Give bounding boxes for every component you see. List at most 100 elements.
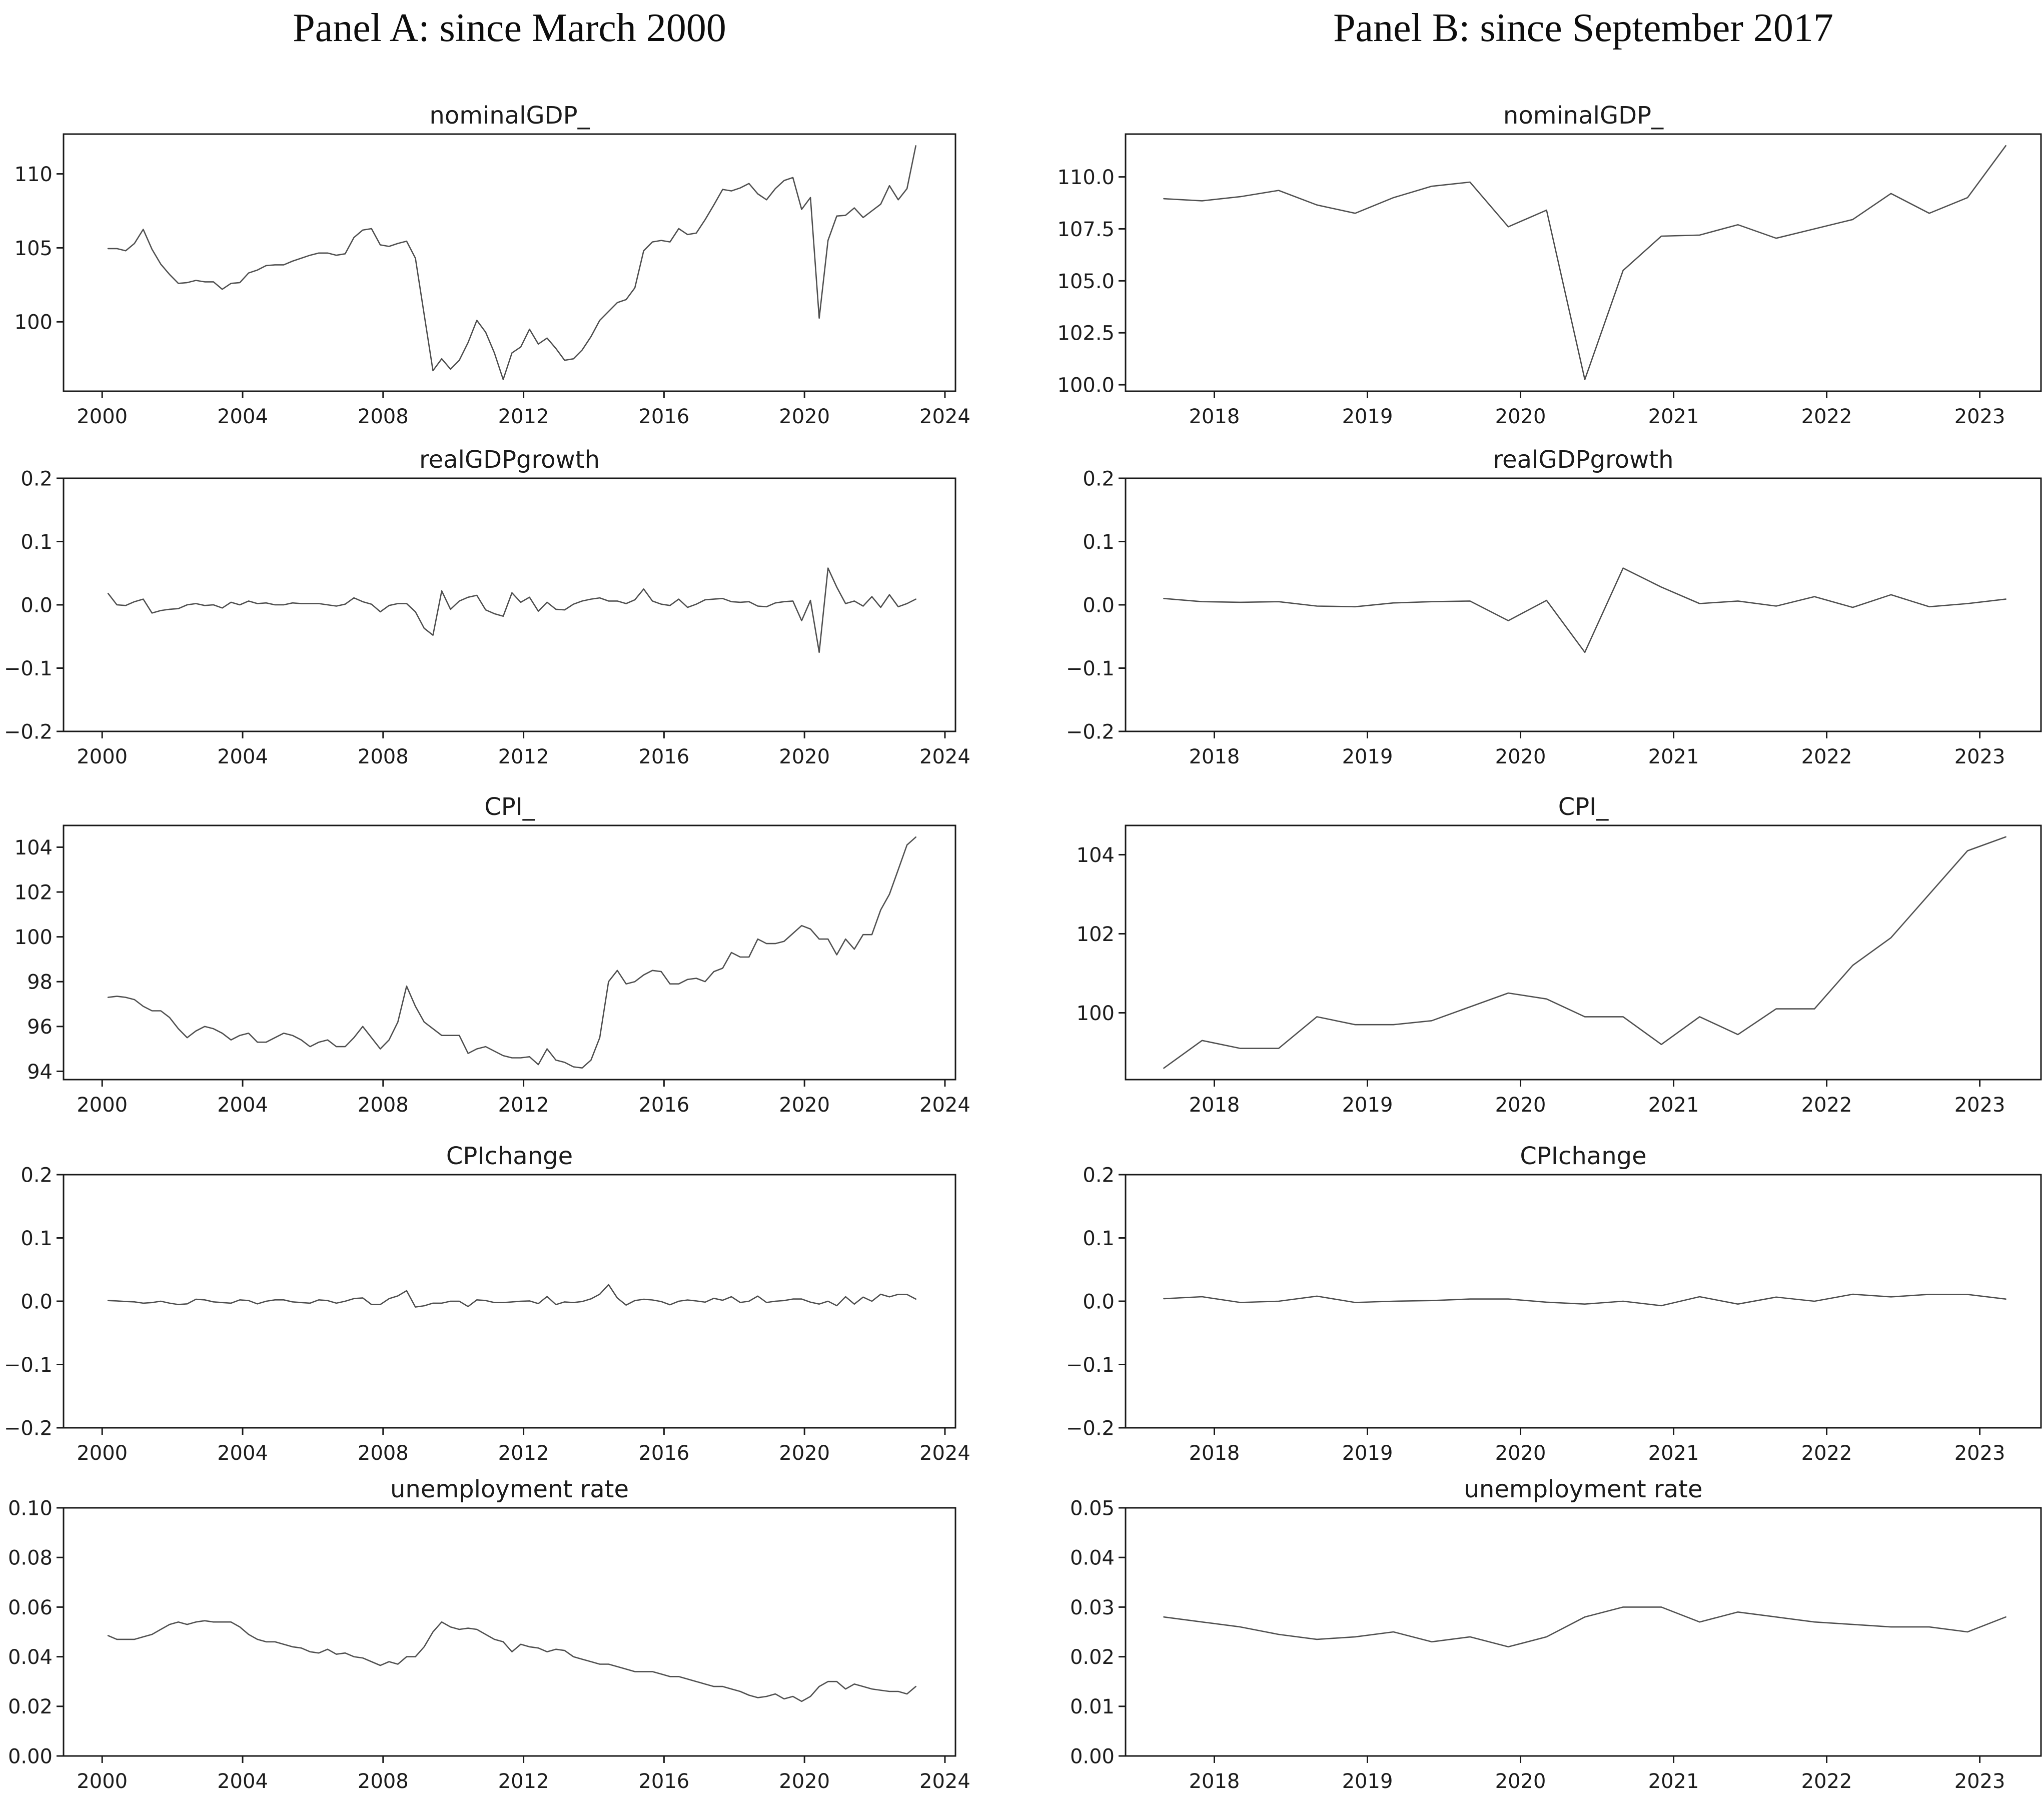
x-tick-label: 2022 xyxy=(1801,1442,1852,1465)
y-tick-label: 0.2 xyxy=(1083,467,1115,490)
y-tick-label: −0.2 xyxy=(1066,720,1115,743)
x-tick-label: 2023 xyxy=(1954,1770,2005,1793)
x-tick-label: 2020 xyxy=(1495,1094,1546,1117)
chart-title-nominalgdp-b: nominalGDP_ xyxy=(1503,102,1664,130)
y-tick-label: 96 xyxy=(27,1016,53,1039)
plot-box xyxy=(63,1507,956,1757)
y-tick-label: 0.01 xyxy=(1070,1695,1115,1718)
y-tick-label: 0.03 xyxy=(1070,1596,1115,1619)
x-tick-label: 2020 xyxy=(1495,1442,1546,1465)
x-tick-label: 2021 xyxy=(1648,745,1699,768)
x-tick-label: 2018 xyxy=(1189,1770,1240,1793)
y-tick-label: 102 xyxy=(1077,923,1115,946)
x-tick-label: 2023 xyxy=(1954,1442,2005,1465)
series-line xyxy=(1163,145,2006,381)
y-tick-label: 100 xyxy=(1077,1002,1115,1025)
y-tick-label: 94 xyxy=(27,1061,53,1084)
y-tick-label: 0.0 xyxy=(21,594,53,617)
y-tick-label: 98 xyxy=(27,971,53,994)
y-tick-label: 0.1 xyxy=(1083,1227,1115,1250)
x-tick-label: 2016 xyxy=(638,745,689,768)
x-tick-label: 2021 xyxy=(1648,405,1699,428)
x-tick-label: 2024 xyxy=(919,1442,970,1465)
plot-box xyxy=(1125,477,2042,732)
panel-b-title: Panel B: since September 2017 xyxy=(1333,6,1833,50)
x-tick-label: 2000 xyxy=(77,1770,128,1793)
y-tick-label: 104 xyxy=(15,836,53,859)
x-tick-label: 2020 xyxy=(1495,405,1546,428)
y-tick-label: 105 xyxy=(15,237,53,260)
y-tick-label: 107.5 xyxy=(1057,218,1115,241)
x-tick-label: 2024 xyxy=(919,1094,970,1117)
x-tick-label: 2020 xyxy=(779,1094,830,1117)
x-tick-label: 2004 xyxy=(217,1442,268,1465)
series-line xyxy=(107,567,916,653)
x-tick-label: 2019 xyxy=(1342,1094,1393,1117)
y-tick-label: 0.2 xyxy=(21,1164,53,1187)
x-tick-label: 2018 xyxy=(1189,405,1240,428)
y-tick-label: −0.1 xyxy=(4,1354,53,1377)
y-tick-label: 0.00 xyxy=(8,1745,53,1768)
chart-title-cpi-a: CPI_ xyxy=(484,793,535,821)
y-tick-label: 0.2 xyxy=(1083,1164,1115,1187)
x-tick-label: 2004 xyxy=(217,745,268,768)
y-tick-label: 0.1 xyxy=(21,531,53,554)
y-tick-label: 0.05 xyxy=(1070,1497,1115,1520)
x-tick-label: 2008 xyxy=(358,1442,409,1465)
y-tick-label: 0.00 xyxy=(1070,1745,1115,1768)
x-tick-label: 2004 xyxy=(217,405,268,428)
x-tick-label: 2022 xyxy=(1801,405,1852,428)
series-line xyxy=(1163,1293,2006,1307)
y-tick-label: −0.2 xyxy=(1066,1417,1115,1440)
x-tick-label: 2020 xyxy=(779,745,830,768)
x-tick-label: 2019 xyxy=(1342,1442,1393,1465)
y-tick-label: 0.02 xyxy=(8,1695,53,1718)
chart-title-realgdpgrowth-b: realGDPgrowth xyxy=(1493,446,1674,474)
x-tick-label: 2024 xyxy=(919,405,970,428)
y-tick-label: 104 xyxy=(1077,844,1115,867)
x-tick-label: 2019 xyxy=(1342,745,1393,768)
x-tick-label: 2004 xyxy=(217,1770,268,1793)
y-tick-label: 0.2 xyxy=(21,467,53,490)
x-tick-label: 2020 xyxy=(779,405,830,428)
x-tick-label: 2012 xyxy=(498,1442,549,1465)
plot-box xyxy=(63,1174,956,1429)
chart-title-cpichange-b: CPIchange xyxy=(1520,1142,1647,1170)
chart-title-unemployment-a: unemployment rate xyxy=(390,1475,629,1503)
x-tick-label: 2019 xyxy=(1342,1770,1393,1793)
x-tick-label: 2018 xyxy=(1189,1094,1240,1117)
x-tick-label: 2000 xyxy=(77,1094,128,1117)
y-tick-label: 0.1 xyxy=(1083,531,1115,554)
x-tick-label: 2016 xyxy=(638,1094,689,1117)
plot-box xyxy=(63,824,956,1081)
x-tick-label: 2008 xyxy=(358,1770,409,1793)
y-tick-label: 0.04 xyxy=(8,1646,53,1669)
x-tick-label: 2022 xyxy=(1801,1094,1852,1117)
y-tick-label: −0.2 xyxy=(4,1417,53,1440)
x-tick-label: 2020 xyxy=(1495,745,1546,768)
x-tick-label: 2012 xyxy=(498,745,549,768)
x-tick-label: 2000 xyxy=(77,1442,128,1465)
x-tick-label: 2012 xyxy=(498,1770,549,1793)
x-tick-label: 2016 xyxy=(638,1442,689,1465)
series-line xyxy=(107,1620,916,1702)
y-tick-label: 100 xyxy=(15,311,53,334)
x-tick-label: 2018 xyxy=(1189,1442,1240,1465)
x-tick-label: 2021 xyxy=(1648,1442,1699,1465)
panel-a-title: Panel A: since March 2000 xyxy=(293,6,726,50)
series-line xyxy=(1163,1606,2006,1648)
x-tick-label: 2008 xyxy=(358,405,409,428)
series-line xyxy=(107,1284,916,1308)
x-tick-label: 2020 xyxy=(779,1442,830,1465)
x-tick-label: 2016 xyxy=(638,1770,689,1793)
chart-title-cpichange-a: CPIchange xyxy=(446,1142,573,1170)
series-line xyxy=(107,145,916,380)
x-tick-label: 2018 xyxy=(1189,745,1240,768)
plot-box xyxy=(1125,133,2042,392)
x-tick-label: 2024 xyxy=(919,1770,970,1793)
y-tick-label: 0.02 xyxy=(1070,1646,1115,1669)
x-tick-label: 2012 xyxy=(498,405,549,428)
x-tick-label: 2021 xyxy=(1648,1770,1699,1793)
